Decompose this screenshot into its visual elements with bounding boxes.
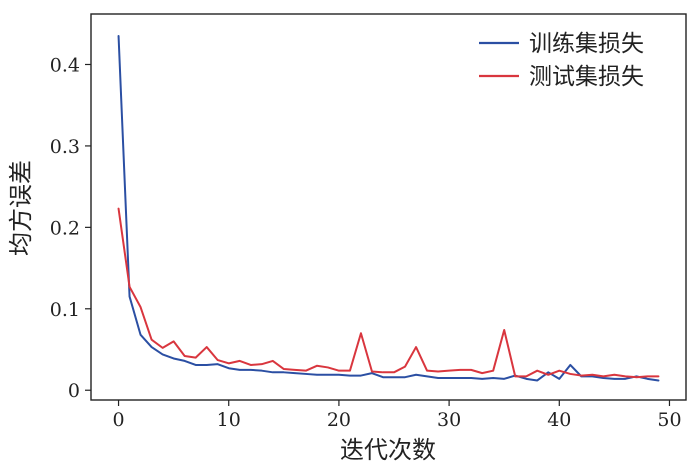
x-tick-label: 10	[217, 409, 241, 431]
x-tick-label: 20	[327, 409, 351, 431]
x-tick-label: 40	[547, 409, 571, 431]
plot-frame	[90, 13, 687, 401]
y-tick-label: 0.1	[50, 299, 80, 321]
x-axis-ticks: 0 10 20 30 40 50	[112, 400, 682, 431]
x-tick-label: 0	[112, 409, 124, 431]
legend-label: 训练集损失	[529, 31, 644, 57]
y-tick-label: 0.4	[50, 54, 80, 76]
x-tick-label: 30	[437, 409, 461, 431]
y-tick-label: 0.2	[50, 217, 80, 239]
y-axis-ticks: 0 0.1 0.2 0.3 0.4	[50, 54, 91, 402]
y-tick-label: 0.3	[50, 136, 80, 158]
y-tick-label: 0	[68, 380, 80, 402]
series-layer	[117, 34, 660, 382]
x-tick-label: 50	[657, 409, 681, 431]
series-line-train	[117, 34, 660, 382]
series-line-test	[117, 207, 660, 379]
x-axis-label: 迭代次数	[340, 436, 436, 464]
legend-label: 测试集损失	[529, 64, 644, 90]
y-axis-label: 均方误差	[7, 160, 35, 256]
